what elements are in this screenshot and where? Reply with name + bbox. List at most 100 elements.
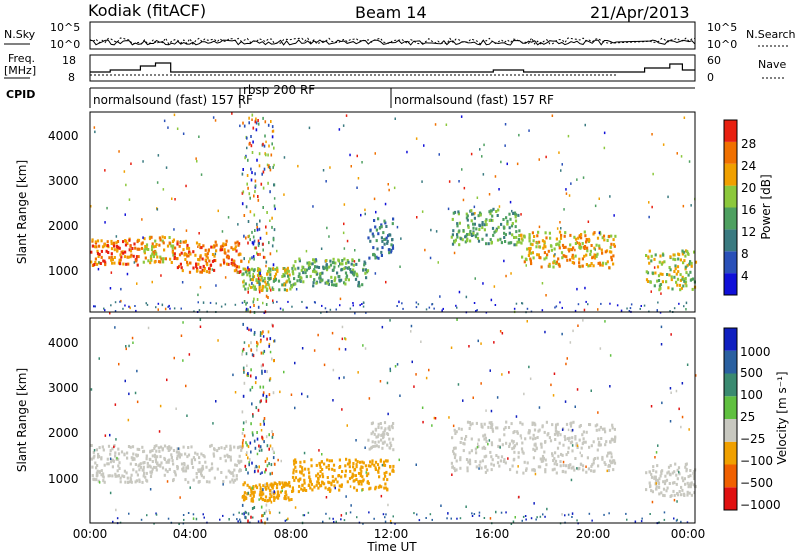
power-cell-1570 <box>252 242 255 246</box>
velocity-cell-1388 <box>186 414 188 417</box>
velocity-cell-292 <box>238 469 241 473</box>
velocity-cell-291 <box>168 467 171 471</box>
power-cell-1322 <box>435 230 438 233</box>
power-cell-1363 <box>458 290 461 294</box>
power-cell-1123 <box>683 250 686 254</box>
velocity-cell-248 <box>127 480 130 484</box>
power-cell-51 <box>90 260 93 264</box>
power-cell-1392 <box>455 304 457 307</box>
velocity-cell-318 <box>132 452 135 456</box>
power-cell-1026 <box>661 272 664 276</box>
velocity-cell-1332 <box>585 465 587 468</box>
xtick-3: 12:00 <box>374 527 409 541</box>
power-cell-1673 <box>246 182 248 186</box>
power-cell-247 <box>208 270 211 274</box>
velocity-cell-949 <box>597 464 600 468</box>
power-cell-1459 <box>320 311 322 314</box>
velocity-cell-1371 <box>280 459 282 463</box>
velocity-cell-1206 <box>655 482 657 485</box>
velocity-cell-96 <box>235 474 238 478</box>
velocity-cell-968 <box>483 422 486 426</box>
velocity-cell-1656 <box>251 385 254 389</box>
velocity-cell-1238 <box>215 400 217 403</box>
power-cell-1486 <box>104 309 106 312</box>
power-cell-618 <box>383 242 386 246</box>
velocity-cell-600 <box>355 463 358 467</box>
power-cell-1291 <box>202 301 205 304</box>
power-cell-21 <box>113 261 116 265</box>
velocity-cell-729 <box>504 461 507 465</box>
velocity-cell-1219 <box>318 449 320 452</box>
power-cell-594 <box>298 278 301 282</box>
power-cell-318 <box>202 264 205 268</box>
velocity-cell-1281 <box>517 465 519 468</box>
velocity-cell-1125 <box>664 474 667 478</box>
power-cell-262 <box>195 241 199 245</box>
velocity-cell-1386 <box>317 333 319 337</box>
velocity-cell-420 <box>271 486 274 490</box>
velocity-cell-1044 <box>611 426 614 430</box>
power-cell-1569 <box>247 235 250 239</box>
power-cell-1170 <box>597 308 599 311</box>
power-cell-960 <box>580 245 583 249</box>
velocity-cell-315 <box>229 470 232 474</box>
velocity-cell-1545 <box>473 513 476 515</box>
power-cell-289 <box>237 265 241 269</box>
velocity-cell-372 <box>250 491 253 495</box>
velocity-cell-1240 <box>571 428 574 432</box>
velocity-cell-1443 <box>429 513 432 516</box>
velocity-cell-132 <box>141 480 144 484</box>
velocity-cell-135 <box>114 454 117 458</box>
velocity-cell-1261 <box>599 347 602 350</box>
velocity-cell-893 <box>459 441 462 444</box>
power-cell-149 <box>149 261 152 265</box>
power-cbar-tick-12: 12 <box>741 225 756 239</box>
velocity-cell-34 <box>163 473 166 477</box>
velocity-cell-1383 <box>389 369 392 373</box>
power-cell-570 <box>292 272 295 276</box>
power-cell-883 <box>591 256 594 260</box>
velocity-cell-623 <box>355 478 358 481</box>
power-cell-31 <box>108 256 111 260</box>
velocity-cell-650 <box>365 468 368 472</box>
power-cell-462 <box>313 260 316 264</box>
power-cell-115 <box>172 253 175 257</box>
power-cell-794 <box>467 225 470 229</box>
power-cell-515 <box>326 281 329 285</box>
velocity-cell-399 <box>258 493 261 497</box>
velocity-cell-1465 <box>539 515 542 518</box>
power-cell-129 <box>159 255 162 259</box>
velocity-cell-904 <box>614 435 617 439</box>
power-cell-1333 <box>353 260 356 263</box>
power-cell-416 <box>244 287 247 291</box>
velocity-cell-708 <box>382 431 385 435</box>
power-cell-1313 <box>560 227 562 230</box>
power-cell-258 <box>186 260 189 264</box>
power-cell-784 <box>470 233 473 236</box>
velocity-cell-930 <box>513 457 516 461</box>
power-cell-819 <box>553 247 556 251</box>
velocity-cell-1284 <box>570 478 573 482</box>
power-cell-7 <box>100 239 103 243</box>
velocity-cell-1428 <box>386 381 389 385</box>
power-cell-1582 <box>253 246 256 250</box>
velocity-cell-1395 <box>576 388 579 391</box>
power-cell-1240 <box>650 290 652 293</box>
power-cell-1539 <box>264 134 266 138</box>
velocity-cell-287 <box>102 475 105 479</box>
power-cell-1284 <box>482 282 484 285</box>
power-cell-796 <box>466 218 469 222</box>
power-cell-865 <box>562 246 565 249</box>
velocity-cell-222 <box>190 460 193 464</box>
power-cell-858 <box>610 258 613 262</box>
velocity-cell-700 <box>383 440 386 444</box>
velocity-cell-293 <box>107 444 111 448</box>
power-cell-1654 <box>262 248 264 252</box>
power-cell-1339 <box>594 204 597 208</box>
power-cell-710 <box>454 238 457 242</box>
velocity-cell-1678 <box>241 503 244 507</box>
power-cell-948 <box>608 234 611 238</box>
velocity-cell-62 <box>117 452 121 456</box>
velocity-cell-568 <box>360 482 363 486</box>
power-cell-1127 <box>503 259 505 263</box>
